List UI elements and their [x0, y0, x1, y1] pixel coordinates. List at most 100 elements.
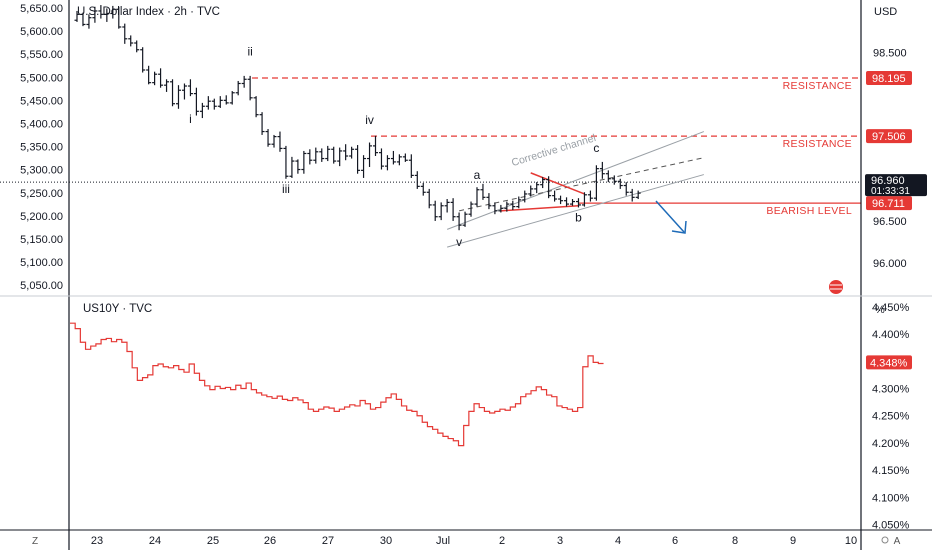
time-axis-label: 2	[499, 535, 505, 547]
ohlc-bar	[361, 155, 367, 178]
ohlc-bar	[116, 6, 122, 29]
right-scale-tick: 98.500	[873, 47, 907, 59]
ohlc-bar	[558, 195, 564, 205]
left-scale-tick: 5,150.00	[20, 234, 63, 246]
dxy-bars	[74, 5, 641, 231]
ohlc-bar	[104, 8, 110, 22]
channel-line	[458, 157, 704, 212]
ohlc-bar	[170, 79, 176, 107]
level-name: BEARISH LEVEL	[766, 205, 852, 217]
level-price-label: 98.195	[872, 73, 906, 85]
ohlc-bar	[193, 87, 199, 116]
left-scale-tick: 5,300.00	[20, 165, 63, 177]
time-axis-label: 27	[322, 535, 334, 547]
ohlc-bar	[492, 202, 498, 215]
ohlc-bar	[414, 171, 420, 189]
time-axis-label: 3	[557, 535, 563, 547]
wave-label: a	[474, 168, 481, 182]
us10y-line	[70, 322, 604, 447]
ohlc-bar	[349, 146, 355, 159]
ohlc-bar	[629, 188, 635, 202]
ohlc-bar	[140, 47, 146, 73]
unit-label: %	[875, 304, 885, 316]
wave-label: i	[189, 112, 192, 126]
ohlc-bar	[593, 165, 599, 201]
ohlc-bar	[384, 155, 390, 171]
ohlc-bar	[229, 91, 235, 105]
left-scale-tick: 5,100.00	[20, 257, 63, 269]
ohlc-bar	[265, 129, 271, 147]
ohlc-bar	[367, 142, 373, 167]
auto-scale-button: A	[894, 536, 901, 547]
left-scale-tick: 5,450.00	[20, 95, 63, 107]
ohlc-bar	[587, 190, 593, 202]
wave-label: iii	[282, 182, 290, 196]
ohlc-bar	[480, 183, 486, 200]
us10y-last-label: 4.348%	[870, 357, 908, 369]
us10y-scale-tick: 4.150%	[872, 465, 910, 477]
ohlc-bar	[426, 188, 432, 209]
level-price-label: 97.506	[872, 131, 906, 143]
channel-line	[446, 131, 705, 230]
ohlc-bar	[396, 154, 402, 166]
wave-label: b	[575, 210, 582, 224]
countdown-label: 01:33:31	[871, 186, 910, 197]
ohlc-bar	[122, 23, 128, 44]
ohlc-bar	[408, 154, 414, 178]
us10y-scale-tick: 4.100%	[872, 492, 910, 504]
ohlc-bar	[128, 35, 134, 47]
time-axis-label: 6	[672, 535, 678, 547]
ohlc-bar	[301, 150, 307, 174]
right-scale-tick: 96.000	[873, 258, 907, 270]
ohlc-bar	[546, 176, 552, 199]
left-scale-tick: 5,650.00	[20, 3, 63, 15]
ohlc-bar	[277, 131, 283, 152]
ohlc-bar	[355, 145, 361, 174]
left-scale-tick: 5,600.00	[20, 26, 63, 38]
zoom-button: Z	[32, 536, 38, 547]
time-axis-label: 10	[845, 535, 857, 547]
ohlc-bar	[462, 211, 468, 227]
left-scale-tick: 5,550.00	[20, 49, 63, 61]
time-axis-label: 9	[790, 535, 796, 547]
level-name: RESISTANCE	[783, 80, 852, 92]
ohlc-bar	[498, 204, 504, 213]
ohlc-bar	[217, 96, 223, 108]
ohlc-bar	[450, 198, 456, 221]
ohlc-bar	[325, 145, 331, 162]
ohlc-bar	[390, 150, 396, 165]
ohlc-bar	[486, 193, 492, 210]
us10y-pane[interactable]: US10Y · TVC%4.450%4.400%4.350%4.300%4.25…	[70, 302, 912, 532]
ohlc-bar	[241, 75, 247, 88]
ohlc-bar	[331, 146, 337, 164]
us10y-title: US10Y · TVC	[83, 303, 152, 315]
time-axis[interactable]: 23 24 25 26 27 30 Jul 2 3 4 6 8 9 10Z A	[32, 535, 901, 547]
ohlc-bar	[235, 80, 241, 96]
ohlc-bar	[575, 198, 581, 208]
ohlc-bar	[564, 197, 570, 207]
dxy-title: U.S. Dollar Index · 2h · TVC	[77, 6, 220, 18]
ohlc-bar	[420, 182, 426, 196]
time-axis-label: 24	[149, 535, 161, 547]
level-price-tag	[866, 196, 912, 211]
trendline-lower	[500, 205, 579, 212]
time-axis-label: Jul	[436, 535, 450, 547]
left-scale-tick: 5,050.00	[20, 280, 63, 292]
ohlc-bar	[504, 201, 510, 212]
channel-line	[447, 174, 704, 248]
ohlc-bar	[474, 187, 480, 207]
ohlc-bar	[271, 134, 277, 148]
ohlc-bar	[343, 144, 349, 161]
arrow-head	[671, 220, 687, 234]
currency-label: USD	[874, 6, 897, 18]
ohlc-bar	[438, 202, 444, 221]
level-price-tag	[866, 129, 912, 144]
ohlc-bar	[432, 200, 438, 221]
ohlc-bar	[402, 153, 408, 162]
right-scale-tick: 96.500	[873, 216, 907, 228]
ohlc-bar	[611, 175, 617, 185]
ohlc-bar	[313, 147, 319, 164]
wave-label: v	[456, 235, 462, 249]
